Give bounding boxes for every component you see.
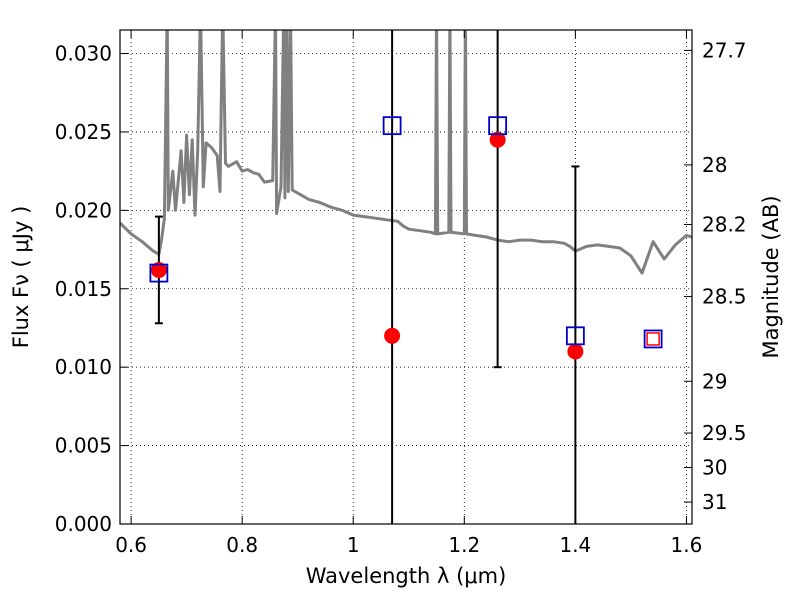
x-tick-label: 1.6 bbox=[671, 533, 703, 557]
y-tick-label: 0.025 bbox=[55, 120, 112, 144]
y-tick-label: 0.015 bbox=[55, 277, 112, 301]
model-point bbox=[382, 116, 402, 136]
grid bbox=[120, 30, 692, 525]
x-tick-label: 1.4 bbox=[559, 533, 591, 557]
y2-tick-label: 29.5 bbox=[702, 421, 747, 445]
y-tick-labels: 0.000 0.005 0.010 0.015 0.020 0.025 0.030 bbox=[55, 42, 112, 536]
observed-points bbox=[150, 131, 584, 360]
x-tick-label: 0.8 bbox=[226, 533, 258, 557]
y2-tick-label: 30 bbox=[702, 456, 727, 480]
y2-tick-label: 27.7 bbox=[702, 38, 747, 62]
magnitude-tick-labels: 27.7 28 28.2 28.5 29 29.5 30 31 bbox=[702, 38, 747, 514]
y-tick-label: 0.020 bbox=[55, 198, 112, 222]
x-tick-label: 0.6 bbox=[115, 533, 147, 557]
x-axis-label: Wavelength λ (μm) bbox=[306, 564, 507, 588]
model-sed-layer bbox=[120, 30, 692, 275]
y-tick-label: 0.010 bbox=[55, 355, 112, 379]
tick-marks bbox=[120, 30, 692, 525]
x-tick-label: 1 bbox=[347, 533, 360, 557]
y2-axis-label: Magnitude (AB) bbox=[759, 195, 783, 358]
model-points bbox=[149, 116, 663, 349]
y-tick-label: 0.005 bbox=[55, 434, 112, 458]
y2-tick-label: 28.2 bbox=[702, 212, 747, 236]
model-point bbox=[488, 116, 508, 136]
error-bars bbox=[154, 30, 580, 524]
model-sed-line bbox=[120, 30, 692, 275]
model-point bbox=[643, 329, 663, 349]
plot-area bbox=[120, 30, 692, 524]
x-tick-labels: 0.6 0.8 1 1.2 1.4 1.6 bbox=[115, 533, 702, 557]
plot-frame bbox=[119, 29, 693, 525]
y-axis-label: Flux Fν ( μJy ) bbox=[9, 206, 33, 349]
y2-tick-label: 31 bbox=[702, 490, 727, 514]
y2-tick-label: 29 bbox=[702, 369, 727, 393]
y2-tick-label: 28.5 bbox=[702, 285, 747, 309]
observed-point bbox=[567, 343, 584, 360]
y-tick-label: 0.030 bbox=[55, 42, 112, 66]
observed-point bbox=[384, 327, 401, 344]
observed-point bbox=[150, 261, 167, 278]
observed-point bbox=[489, 131, 506, 148]
upper-limit-point bbox=[646, 332, 660, 346]
y2-tick-label: 28 bbox=[702, 153, 727, 177]
model-point bbox=[149, 263, 169, 283]
model-point bbox=[565, 326, 585, 346]
x-tick-label: 1.2 bbox=[448, 533, 480, 557]
y-tick-label: 0.000 bbox=[55, 512, 112, 536]
